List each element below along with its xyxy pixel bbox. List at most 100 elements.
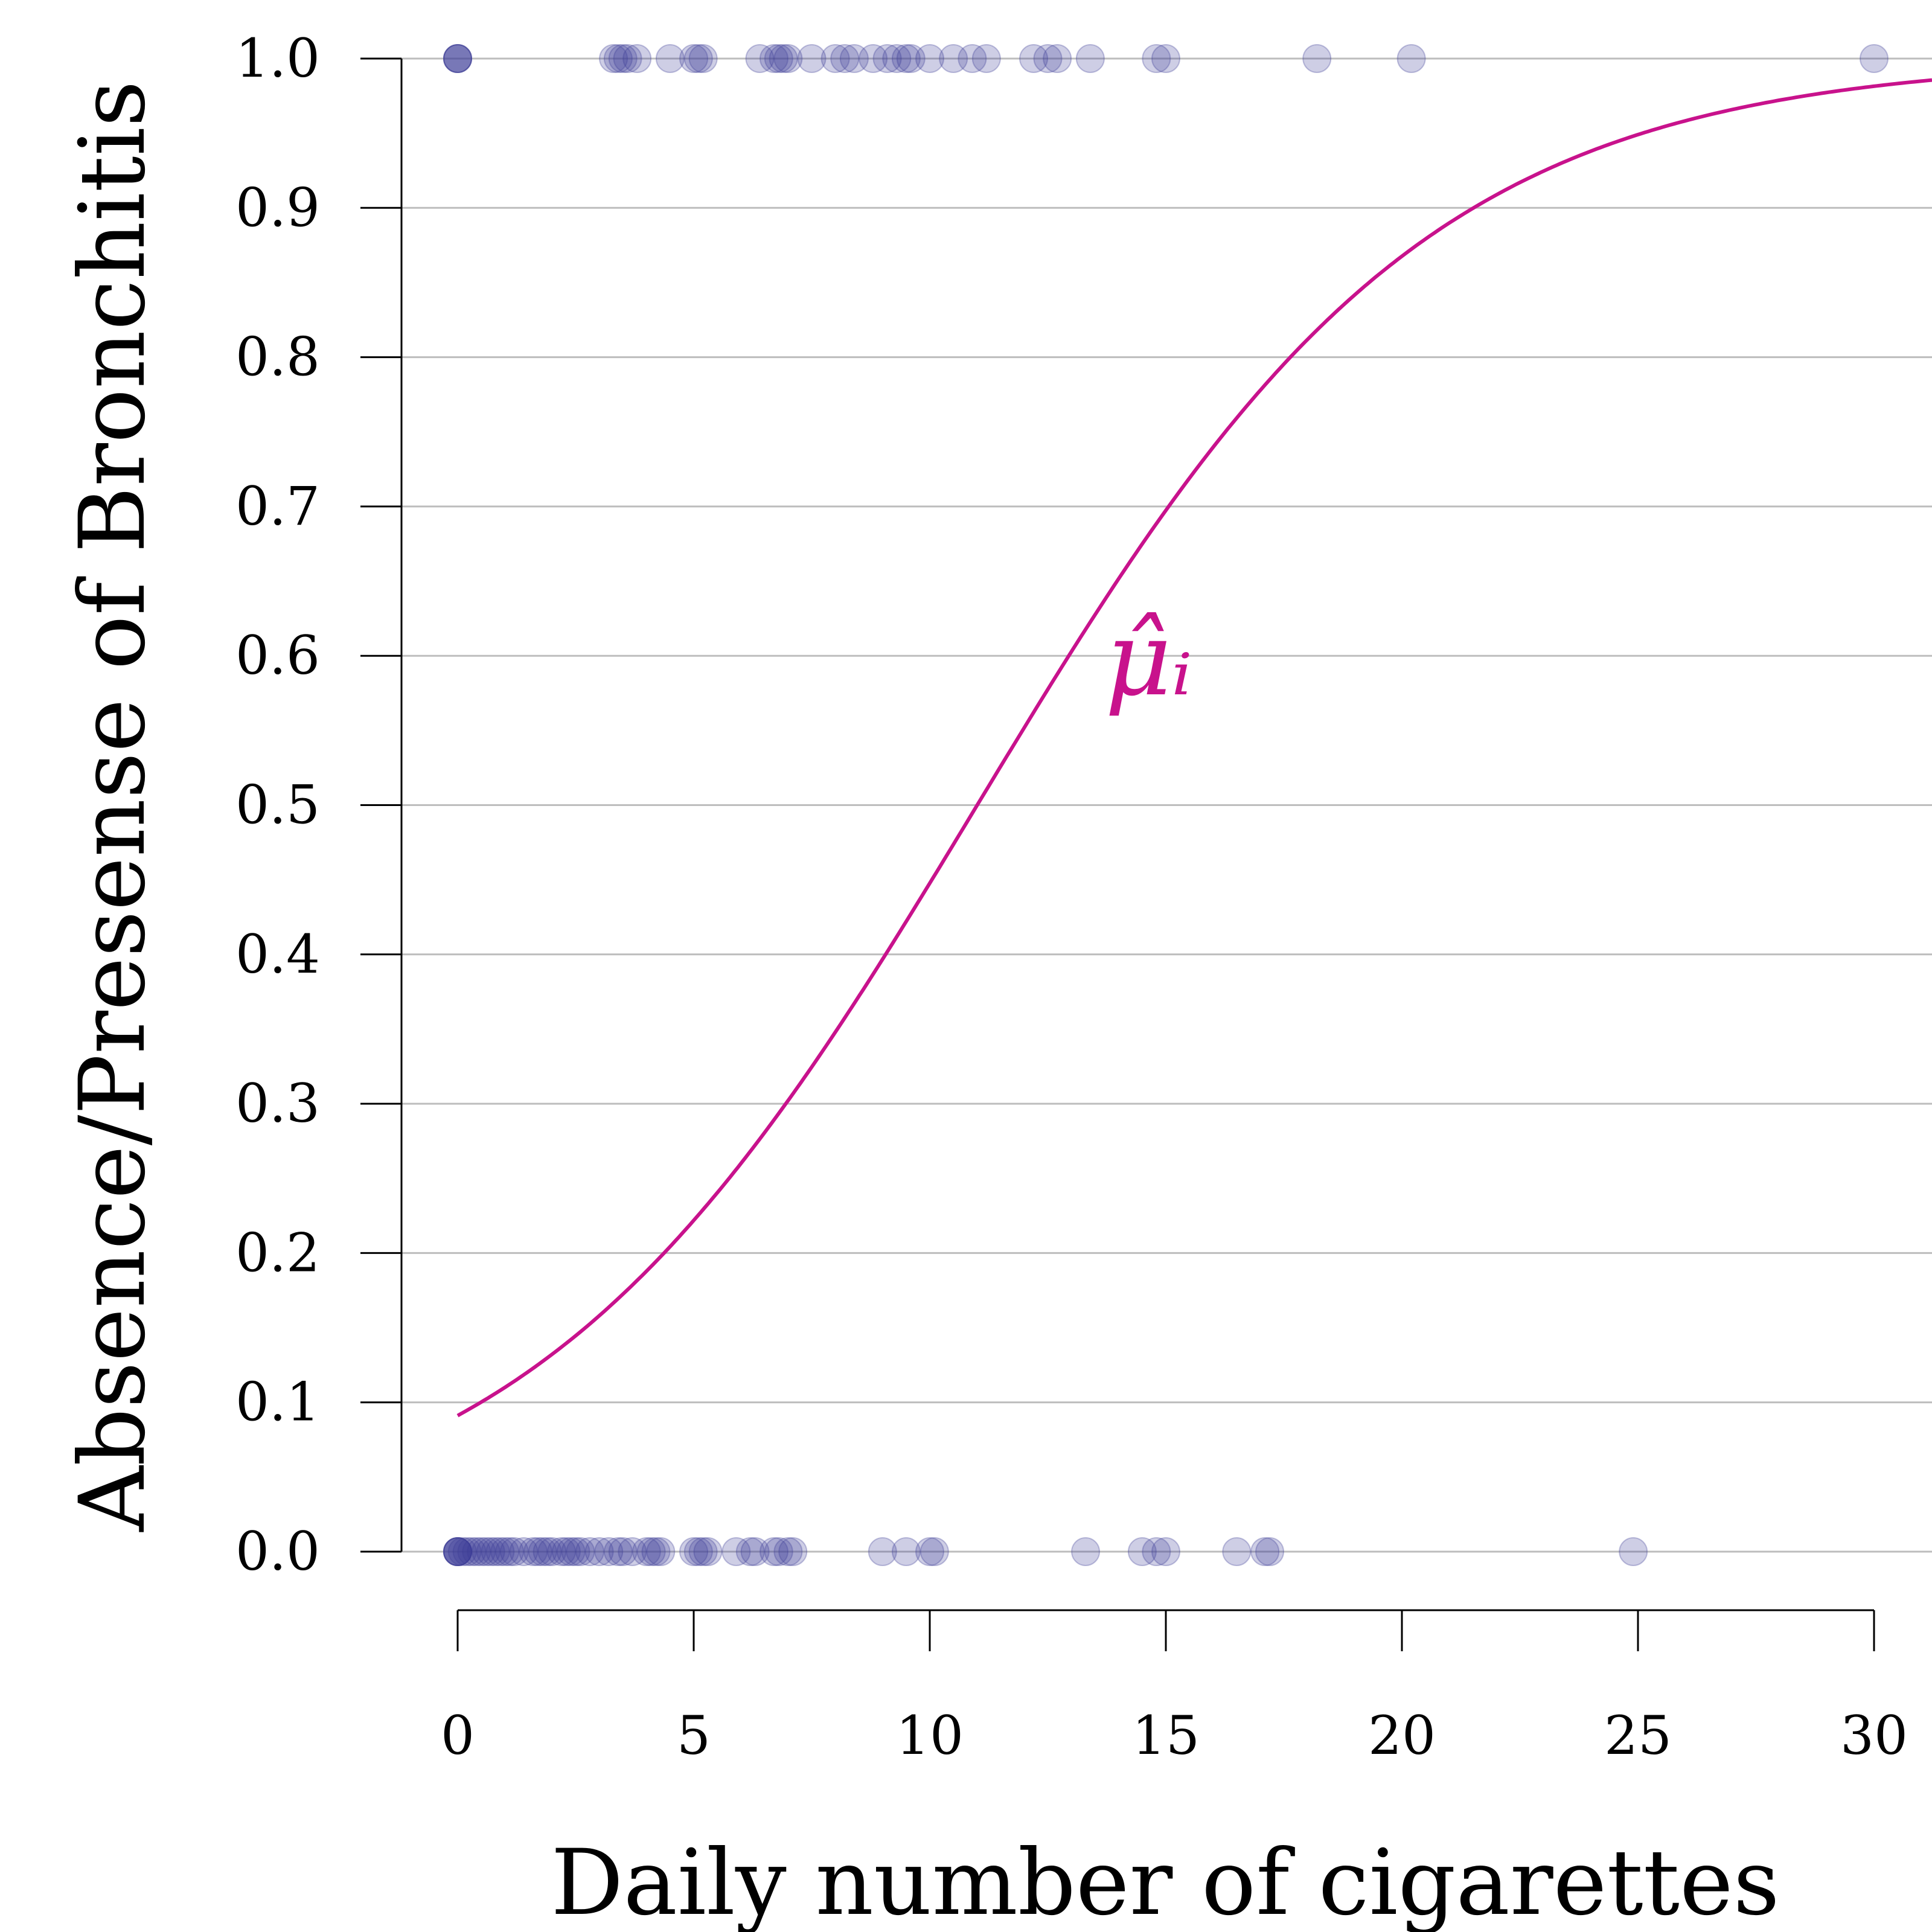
point-presence [891, 44, 921, 73]
point-presence [839, 44, 869, 73]
point-presence [613, 44, 642, 73]
x-axis-title: Daily number of cigarettes [551, 1831, 1779, 1932]
point-absence [1222, 1537, 1252, 1566]
fitted-curve [456, 78, 1932, 1418]
point-absence [452, 1537, 482, 1566]
point-absence [632, 1537, 661, 1566]
point-absence [1250, 1537, 1280, 1566]
y-tick-label: 0.2 [235, 1221, 320, 1284]
point-absence [481, 1537, 510, 1566]
point-absence [1255, 1537, 1285, 1566]
point-absence [773, 1537, 803, 1566]
y-tick-label: 0.7 [235, 475, 320, 537]
point-absence [920, 1537, 949, 1566]
point-absence [462, 1537, 491, 1566]
point-absence [509, 1537, 539, 1566]
point-absence [740, 1537, 770, 1566]
y-tick-label: 1.0 [235, 27, 320, 89]
point-presence [1019, 44, 1049, 73]
point-presence [688, 44, 718, 73]
x-tick-label: 25 [1604, 1704, 1672, 1767]
point-presence [745, 44, 775, 73]
point-absence [485, 1537, 515, 1566]
point-absence [618, 1537, 647, 1566]
point-absence [537, 1537, 567, 1566]
point-presence [622, 44, 652, 73]
point-presence [971, 44, 1001, 73]
point-absence [915, 1537, 944, 1566]
point-absence [499, 1537, 529, 1566]
point-absence [594, 1537, 624, 1566]
y-tick-label: 0.6 [235, 624, 320, 686]
point-presence [915, 44, 944, 73]
y-axis-title: Absence/Presense of Bronchitis [60, 80, 165, 1532]
point-presence [958, 44, 987, 73]
point-absence [1151, 1537, 1180, 1566]
point-absence [443, 1537, 472, 1566]
fitted-curve-group [456, 78, 1932, 1418]
x-tick-label: 20 [1368, 1704, 1436, 1767]
point-presence [1043, 44, 1072, 73]
point-absence [443, 1537, 472, 1566]
point-presence [896, 44, 926, 73]
x-tick-label: 15 [1132, 1704, 1200, 1767]
point-absence [533, 1537, 562, 1566]
axes: 0.0 0.1 0.2 0.3 0.4 0.5 0.6 0.7 0.8 0.9 1.0 0 5 10 15 2… [235, 27, 1908, 1767]
point-absence [547, 1537, 577, 1566]
point-absence [679, 1537, 708, 1566]
point-absence [447, 1537, 477, 1566]
point-presence [759, 44, 788, 73]
point-absence [778, 1537, 808, 1566]
point-absence [636, 1537, 666, 1566]
point-absence [1071, 1537, 1101, 1566]
point-presence [443, 44, 472, 73]
point-absence [490, 1537, 520, 1566]
point-absence [1142, 1537, 1171, 1566]
y-tick-label: 0.9 [235, 176, 320, 238]
y-tick-label: 0.4 [235, 923, 320, 985]
point-presence [608, 44, 638, 73]
point-absence [467, 1537, 496, 1566]
point-absence [641, 1537, 671, 1566]
point-presence [872, 44, 902, 73]
point-absence [471, 1537, 501, 1566]
point-presence [773, 44, 803, 73]
point-absence [443, 1537, 472, 1566]
point-absence [528, 1537, 557, 1566]
y-tick-label: 0.3 [235, 1072, 320, 1134]
point-absence [868, 1537, 897, 1566]
point-presence [882, 44, 912, 73]
point-presence [1860, 44, 1889, 73]
x-tick-label: 30 [1840, 1704, 1908, 1767]
x-tick-label: 10 [896, 1704, 964, 1767]
point-presence [1151, 44, 1180, 73]
point-presence [443, 44, 472, 73]
gridlines [401, 57, 1932, 1553]
data-points [443, 44, 1889, 1566]
point-absence [495, 1537, 525, 1566]
point-absence [693, 1537, 723, 1566]
point-absence [603, 1537, 633, 1566]
point-presence [443, 44, 472, 73]
point-presence [939, 44, 968, 73]
point-absence [608, 1537, 638, 1566]
point-absence [735, 1537, 765, 1566]
x-tick-label: 0 [441, 1704, 475, 1767]
point-absence [688, 1537, 718, 1566]
point-presence [603, 44, 633, 73]
point-absence [1619, 1537, 1648, 1566]
point-presence [820, 44, 850, 73]
point-presence [1142, 44, 1171, 73]
y-tick-label: 0.8 [235, 326, 320, 388]
point-absence [764, 1537, 793, 1566]
point-absence [1127, 1537, 1157, 1566]
point-absence [891, 1537, 921, 1566]
point-presence [599, 44, 629, 73]
point-presence [655, 44, 685, 73]
point-absence [523, 1537, 552, 1566]
x-tick-label: 5 [677, 1704, 711, 1767]
point-absence [476, 1537, 505, 1566]
point-presence [764, 44, 793, 73]
